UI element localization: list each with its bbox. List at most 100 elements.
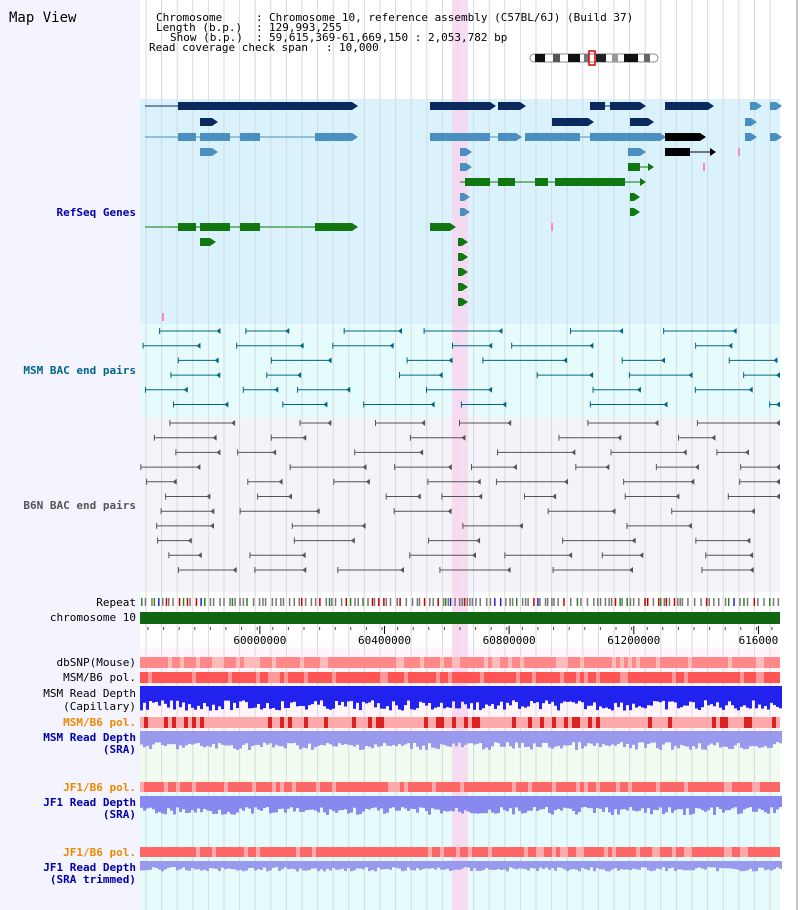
gene-strand-arrow	[464, 193, 470, 201]
polymorphism-cell	[500, 782, 504, 792]
gene-marker	[162, 313, 164, 321]
polymorphism-cell	[192, 672, 196, 683]
label-repeat[interactable]: Repeat	[96, 596, 136, 609]
polymorphism-cell	[424, 782, 428, 792]
depth-bar	[770, 796, 773, 808]
polymorphism-cell	[556, 717, 560, 728]
depth-bar	[647, 731, 650, 745]
label-refseq-genes[interactable]: RefSeq Genes	[56, 206, 136, 219]
label-dbsnp[interactable]: dbSNP(Mouse)	[56, 656, 136, 669]
b6n-bac-pairs-track[interactable]	[140, 420, 780, 573]
chromosome-ideogram[interactable]	[529, 50, 659, 66]
polymorphism-cell	[548, 717, 552, 728]
gene-exon	[200, 118, 212, 126]
depth-bar	[530, 796, 533, 811]
depth-bar	[689, 686, 692, 702]
gene-strand-arrow	[588, 118, 594, 126]
depth-bar	[470, 796, 473, 814]
depth-bar	[647, 796, 650, 808]
gene-exon	[630, 193, 634, 201]
depth-bar	[155, 861, 158, 869]
polymorphism-cell	[364, 782, 368, 792]
polymorphism-cell	[724, 717, 728, 728]
polymorphism-cell	[472, 782, 476, 792]
gene-strand-arrow	[450, 223, 456, 231]
depth-bar	[584, 796, 587, 808]
label-msm-b6-pol[interactable]: MSM/B6 pol.	[63, 671, 136, 684]
label-jf1-b6-pol[interactable]: JF1/B6 pol.	[63, 781, 136, 794]
polymorphism-cell	[228, 782, 232, 792]
depth-bar	[629, 796, 632, 808]
polymorphism-cell	[460, 782, 464, 792]
polymorphism-cell	[260, 782, 264, 792]
polymorphism-cell	[524, 657, 528, 668]
gene-strand-arrow	[756, 102, 762, 110]
bac-end-arrow	[776, 401, 780, 408]
bac-end-arrow	[232, 567, 237, 573]
polymorphism-cell	[544, 657, 548, 668]
depth-bar	[194, 686, 197, 710]
depth-bar	[284, 796, 287, 813]
refseq-genes-track[interactable]	[145, 102, 782, 321]
repeat-element	[280, 598, 282, 606]
depth-bar	[659, 731, 662, 750]
label-msm-depth-sra[interactable]: MSM Read Depth	[43, 731, 136, 744]
depth-bar	[575, 796, 578, 815]
depth-bar	[410, 861, 413, 871]
polymorphism-cell	[360, 717, 364, 728]
depth-bar	[563, 861, 566, 870]
polymorphism-cell	[732, 657, 736, 668]
label-b6n-bac[interactable]: B6N BAC end pairs	[23, 499, 136, 512]
polymorphism-cell	[456, 717, 460, 728]
polymorphism-cell	[364, 672, 368, 683]
depth-bar	[458, 861, 461, 870]
label-jf1-depth-trimmed[interactable]: JF1 Read Depth	[43, 861, 136, 874]
polymorphism-cell	[360, 847, 364, 857]
polymorphism-cell	[400, 672, 404, 683]
depth-bar	[614, 861, 617, 869]
depth-bar	[353, 796, 356, 808]
label-msm-b6-pol-2[interactable]: MSM/B6 pol.	[63, 716, 136, 729]
polymorphism-cell	[428, 717, 432, 728]
depth-bar	[635, 686, 638, 708]
polymorphism-cell	[436, 672, 440, 683]
depth-bar	[632, 731, 635, 745]
polymorphism-cell	[616, 657, 620, 668]
polymorphism-cell	[444, 657, 448, 668]
bac-end-arrow	[231, 420, 236, 426]
polymorphism-cell	[616, 782, 620, 792]
depth-bar	[407, 796, 410, 811]
label-jf1-b6-pol-2[interactable]: JF1/B6 pol.	[63, 846, 136, 859]
polymorphism-cell	[148, 672, 152, 683]
depth-bar	[584, 861, 587, 870]
depth-bar	[260, 796, 263, 811]
depth-bar	[749, 686, 752, 709]
polymorphism-cell	[444, 672, 448, 683]
depth-bar	[353, 686, 356, 709]
depth-bar	[575, 686, 578, 704]
polymorphism-cell	[704, 782, 708, 792]
depth-bar	[182, 686, 185, 703]
depth-bar	[518, 861, 521, 869]
depth-bar	[296, 796, 299, 808]
polymorphism-cell	[232, 782, 236, 792]
depth-bar	[293, 796, 296, 812]
bac-end-arrow	[660, 357, 665, 364]
depth-bar	[524, 861, 527, 870]
polymorphism-cell	[296, 657, 300, 668]
label-msm-depth-capillary[interactable]: MSM Read Depth	[43, 687, 136, 700]
msm-bac-pairs-track[interactable]	[142, 328, 780, 408]
gene-marker	[738, 148, 740, 156]
depth-bar	[188, 731, 191, 744]
label-msm-bac[interactable]: MSM BAC end pairs	[23, 364, 136, 377]
label-jf1-depth-sra[interactable]: JF1 Read Depth	[43, 796, 136, 809]
depth-bar	[140, 796, 143, 808]
depth-bar	[503, 861, 506, 870]
polymorphism-cell	[500, 847, 504, 857]
depth-bar	[344, 861, 347, 872]
polymorphism-cell	[688, 657, 692, 668]
polymorphism-cell	[352, 657, 356, 668]
depth-bar	[716, 731, 719, 743]
bac-end-arrow	[631, 537, 636, 544]
